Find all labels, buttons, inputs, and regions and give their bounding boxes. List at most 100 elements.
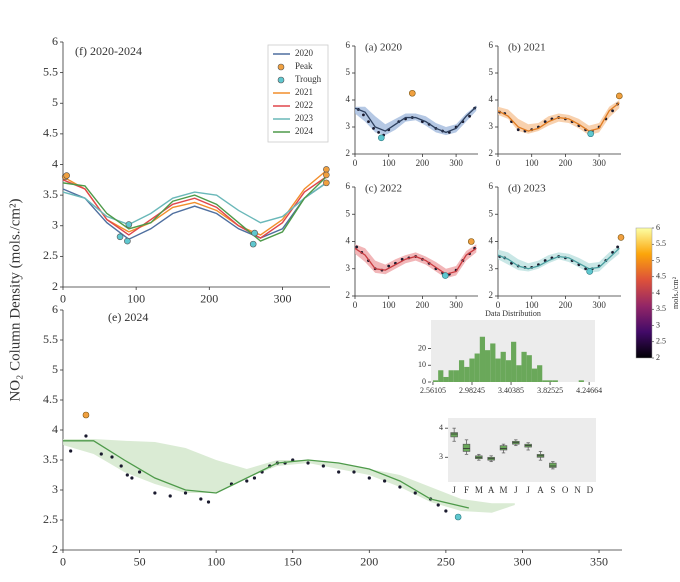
y-tick-label: 2 — [52, 279, 58, 293]
y-tick-label: 5 — [346, 67, 351, 77]
data-point — [110, 455, 114, 459]
trough-point — [454, 513, 462, 521]
trend-line — [497, 247, 620, 270]
panel-title: (e) 2024 — [108, 310, 148, 324]
y-tick-label: 3 — [439, 452, 443, 461]
data-point — [584, 267, 588, 271]
y-tick-label: 3 — [346, 121, 351, 131]
x-tick-label: 350 — [590, 555, 608, 569]
y-tick-label: 5 — [52, 95, 58, 109]
histogram-bar — [438, 370, 444, 382]
histogram-bar — [490, 343, 496, 382]
y-tick-label: 4.5 — [43, 126, 58, 140]
extreme-point — [249, 240, 257, 248]
y-tick-label: 5.5 — [43, 332, 58, 346]
x-tick-label: M — [499, 485, 507, 495]
range-band — [63, 439, 515, 513]
x-tick-label: N — [574, 485, 581, 495]
x-tick-label: 300 — [513, 555, 531, 569]
y-tick-label: 2.5 — [43, 248, 58, 262]
data-point — [372, 126, 375, 130]
year-line — [62, 182, 327, 241]
extreme-point — [323, 179, 330, 187]
legend-label: 2021 — [295, 87, 313, 97]
x-tick-label: 0 — [60, 555, 66, 569]
colorbar-tick-label: 4.5 — [656, 272, 666, 281]
x-tick-label: 200 — [559, 158, 573, 168]
x-tick-label: 0 — [60, 292, 66, 306]
x-tick-label: 300 — [449, 300, 463, 310]
data-point — [337, 470, 341, 474]
y-tick-label: 6 — [52, 34, 58, 48]
histogram-bar — [474, 353, 480, 382]
x-tick-label: 300 — [449, 158, 463, 168]
x-tick-label: 100 — [382, 300, 396, 310]
x-tick-label: 300 — [592, 158, 606, 168]
histogram-bar — [464, 366, 470, 382]
y-tick-label: 3 — [52, 218, 58, 232]
y-tick-label: 3 — [52, 482, 58, 496]
extreme-point — [63, 172, 70, 179]
box-body — [499, 445, 508, 451]
y-tick-label: 5.5 — [43, 64, 58, 78]
y-tick-label: 5 — [52, 362, 58, 376]
y-tick-label: 3.5 — [43, 187, 58, 201]
data-point — [99, 452, 103, 456]
histogram-bar — [537, 365, 543, 382]
trend-line — [354, 247, 477, 275]
data-point — [252, 476, 257, 480]
data-point — [367, 120, 370, 123]
histogram-bar — [443, 376, 449, 382]
data-point — [199, 497, 203, 501]
range-band — [355, 105, 477, 136]
colorbar — [635, 227, 653, 359]
y-tick-label: 4 — [52, 422, 58, 436]
trough-point — [377, 134, 385, 142]
y-tick-label: 6 — [346, 181, 351, 191]
y-tick-label: 4 — [52, 156, 58, 170]
data-point — [125, 473, 129, 477]
y-tick-label: 3 — [346, 263, 351, 273]
x-tick-label: 0 — [353, 158, 358, 168]
y-tick-label: 20 — [418, 343, 426, 352]
data-point — [355, 245, 359, 249]
histogram-bar — [458, 360, 465, 382]
data-point — [206, 500, 211, 504]
histogram-bar — [495, 358, 501, 382]
x-tick-label: 3.40385 — [498, 386, 524, 395]
y-tick-label: 4 — [439, 423, 443, 432]
x-tick-label: J — [526, 485, 530, 495]
box-body — [462, 443, 471, 452]
colorbar-tick-label: 4 — [656, 288, 660, 297]
data-point — [611, 109, 614, 113]
x-tick-label: S — [550, 485, 555, 495]
data-point — [616, 245, 620, 249]
colorbar-label: mols./cm² — [671, 276, 680, 309]
year-line — [62, 182, 327, 226]
x-tick-label: 200 — [416, 158, 430, 168]
histogram-bar — [485, 350, 491, 382]
histogram-bar — [505, 360, 512, 382]
y-tick-label: 2.5 — [43, 512, 58, 526]
y-axis-label: NO₂ Column Density (mols./cm²) — [7, 198, 23, 401]
y-tick-label: 4 — [489, 236, 494, 246]
trough-point — [442, 272, 449, 279]
data-point — [367, 476, 371, 480]
x-tick-label: 250 — [437, 555, 455, 569]
histogram-bar — [432, 380, 439, 382]
x-tick-label: J — [514, 485, 518, 495]
legend-swatch — [277, 76, 285, 84]
y-tick-label: 4.5 — [43, 392, 58, 406]
panel-title: (c) 2022 — [365, 183, 402, 195]
trough-point — [586, 268, 593, 275]
histogram-bar — [500, 351, 506, 382]
x-tick-label: J — [452, 485, 456, 495]
y-tick-label: 6 — [346, 40, 351, 50]
data-point — [183, 491, 188, 495]
histogram-bar — [578, 380, 584, 382]
data-point — [137, 470, 142, 474]
data-point — [245, 479, 249, 483]
data-point — [362, 113, 365, 117]
x-tick-label: A — [537, 485, 544, 495]
colorbar-tick-label: 6 — [656, 223, 660, 232]
